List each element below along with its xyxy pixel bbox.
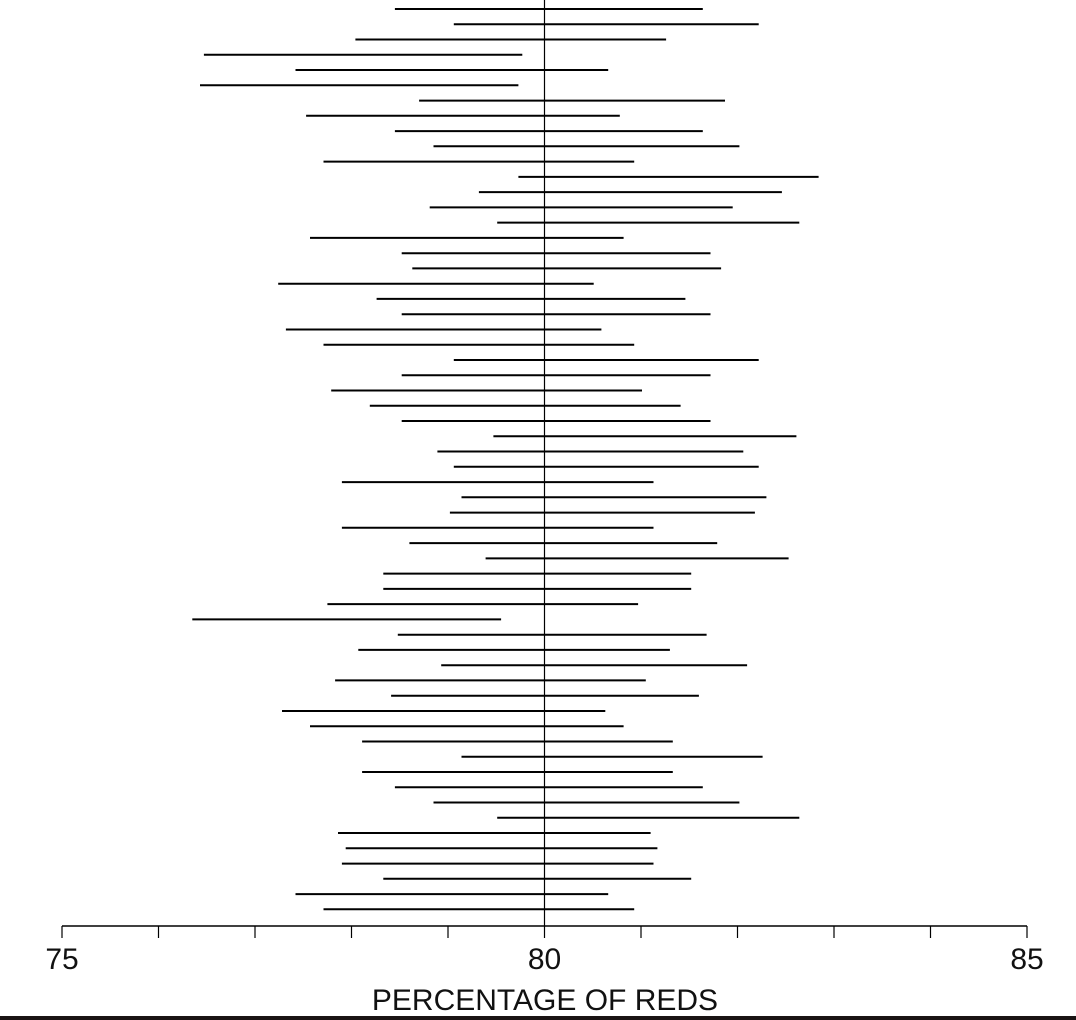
x-axis-title: PERCENTAGE OF REDS xyxy=(372,984,718,1017)
x-tick-label: 85 xyxy=(1010,943,1043,976)
x-axis: 75 80 85 xyxy=(45,925,1044,976)
interval-lines xyxy=(192,8,819,911)
bottom-edge-bar xyxy=(0,1016,1076,1020)
x-tick-label: 75 xyxy=(45,943,78,976)
x-tick-label: 80 xyxy=(528,943,561,976)
